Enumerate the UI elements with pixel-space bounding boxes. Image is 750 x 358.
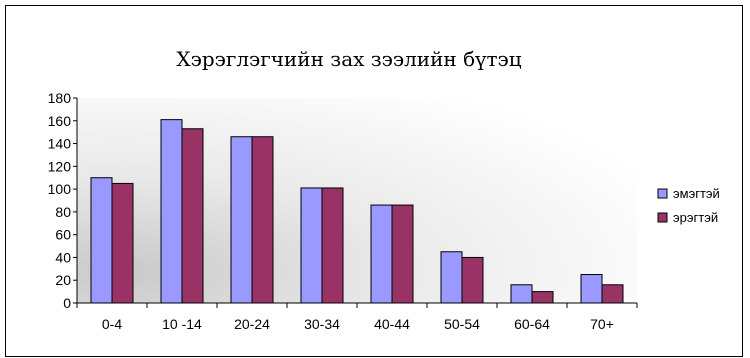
y-tick-label: 140 <box>48 136 72 152</box>
bar-series-2 <box>111 182 134 304</box>
chart-frame: Хэрэглэгчийн зах зээлийн бүтэц 0 20 40 60 80… <box>5 5 743 357</box>
y-axis: 0 20 40 60 80 100 120 140 160 180 <box>48 90 78 311</box>
bar-series-1 <box>440 251 463 304</box>
x-tick-label: 60-64 <box>514 316 550 332</box>
y-tick-label: 180 <box>48 90 72 106</box>
x-tick-label: 30-34 <box>304 316 340 332</box>
x-tick-label: 0-4 <box>102 316 122 332</box>
bar-series-2 <box>321 187 344 304</box>
x-tick-label: 50-54 <box>444 316 480 332</box>
y-tick-label: 160 <box>48 113 72 129</box>
bar-series-2 <box>181 128 204 304</box>
chart-title: Хэрэглэгчийн зах зээлийн бүтэц <box>176 47 521 71</box>
y-tick-label: 100 <box>48 181 72 197</box>
chart-svg: Хэрэглэгчийн зах зээлийн бүтэц 0 20 40 60 80… <box>48 47 720 332</box>
y-tick-label: 0 <box>63 295 71 311</box>
y-tick-label: 80 <box>55 204 71 220</box>
y-tick-label: 60 <box>55 227 71 243</box>
legend-label: эрэгтэй <box>673 210 718 225</box>
bar-series-1 <box>230 136 253 304</box>
legend-label: эмэгтэй <box>673 186 720 201</box>
x-axis: 0-4 10 -14 20-24 30-34 40-44 50-54 60-64 70+ <box>76 302 638 332</box>
x-tick-label: 20-24 <box>234 316 270 332</box>
y-tick-label: 40 <box>55 249 71 265</box>
x-tick-label: 10 -14 <box>162 316 202 332</box>
y-tick-label: 120 <box>48 158 72 174</box>
bar-series-1 <box>370 204 393 304</box>
bar-series-1 <box>510 284 533 304</box>
legend-swatch <box>657 188 668 199</box>
legend-swatch <box>657 212 668 223</box>
bar-series-1 <box>300 187 323 304</box>
bar-series-2 <box>601 284 624 304</box>
bar-series-2 <box>391 204 414 304</box>
bar-series-1 <box>580 274 603 304</box>
bar-series-2 <box>531 291 554 304</box>
bar-series-2 <box>461 256 484 304</box>
x-tick-label: 70+ <box>590 316 614 332</box>
bar-series-1 <box>160 119 183 304</box>
x-tick-label: 40-44 <box>374 316 410 332</box>
bar-series-2 <box>251 136 274 304</box>
bar-series-1 <box>90 177 113 304</box>
bars <box>90 119 624 304</box>
legend: эмэгтэй эрэгтэй <box>657 186 720 225</box>
y-tick-label: 20 <box>55 272 71 288</box>
